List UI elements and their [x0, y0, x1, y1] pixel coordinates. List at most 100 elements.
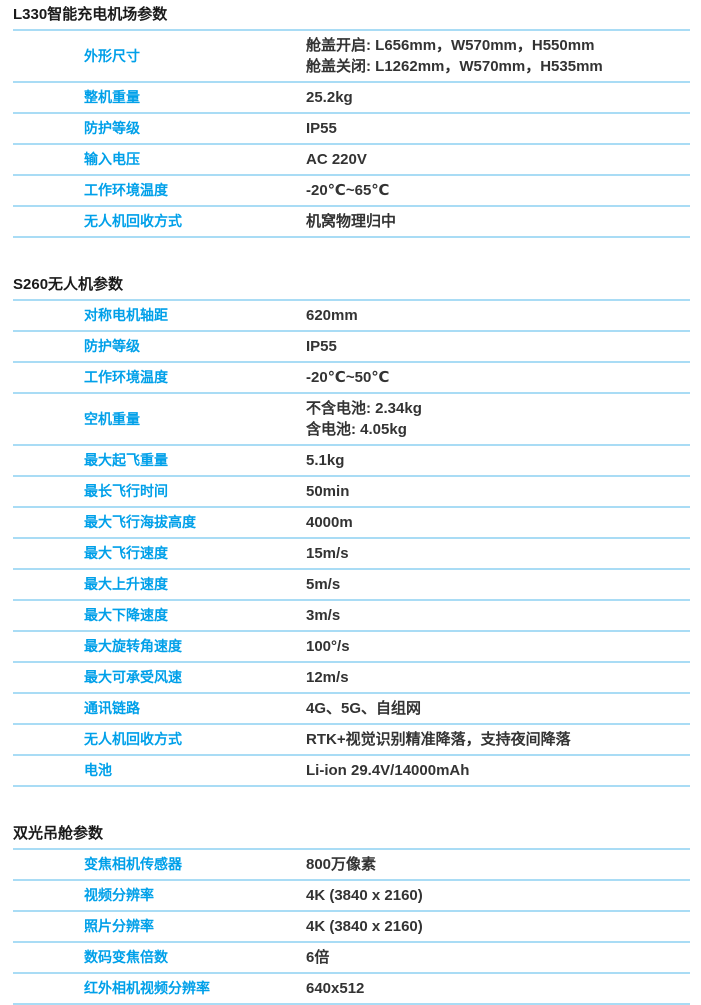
value-line: 640x512 — [306, 980, 365, 997]
value-line: IP55 — [306, 338, 337, 355]
section-title: 双光吊舱参数 — [13, 825, 104, 842]
spec-row: 红外相机视频分辨率 640x512 — [13, 974, 690, 1005]
row-value: -20℃~50℃ — [306, 367, 690, 388]
row-label: 最长飞行时间 — [84, 483, 168, 499]
section-rows: 变焦相机传感器 800万像素 视频分辨率 4K (3840 x 2160) 照片… — [13, 848, 690, 1005]
value-line: 不含电池: 2.34kg — [306, 400, 422, 417]
spec-row: 变焦相机传感器 800万像素 — [13, 850, 690, 881]
spec-row: 最大飞行速度 15m/s — [13, 539, 690, 570]
value-line: 4K (3840 x 2160) — [306, 887, 423, 904]
row-value: 3m/s — [306, 605, 690, 626]
value-line: 4000m — [306, 514, 353, 531]
row-value: 4G、5G、自组网 — [306, 698, 690, 719]
spec-row: 无人机回收方式 机窝物理归中 — [13, 207, 690, 238]
value-line: 100°/s — [306, 638, 350, 655]
row-value: 5.1kg — [306, 450, 690, 471]
row-label: 电池 — [84, 762, 112, 778]
value-line: 15m/s — [306, 545, 349, 562]
value-line: IP55 — [306, 120, 337, 137]
spec-row: 最大上升速度 5m/s — [13, 570, 690, 601]
row-label: 最大飞行海拔高度 — [84, 514, 196, 530]
value-line: 舱盖关闭: L1262mm，W570mm，H535mm — [306, 58, 603, 75]
row-value: 6倍 — [306, 947, 690, 968]
section-rows: 对称电机轴距 620mm 防护等级 IP55 工作环境温度 -20℃~50℃ 空… — [13, 299, 690, 787]
row-value: 100°/s — [306, 636, 690, 657]
spec-row: 照片分辨率 4K (3840 x 2160) — [13, 912, 690, 943]
spec-section: 双光吊舱参数 变焦相机传感器 800万像素 视频分辨率 4K (3840 x 2… — [13, 825, 690, 1005]
row-label: 最大可承受风速 — [84, 669, 182, 685]
value-line: RTK+视觉识别精准降落，支持夜间降落 — [306, 731, 571, 748]
row-label: 空机重量 — [84, 410, 140, 427]
row-value: 5m/s — [306, 574, 690, 595]
spec-row: 对称电机轴距 620mm — [13, 301, 690, 332]
section-title: L330智能充电机场参数 — [13, 6, 168, 23]
row-label: 工作环境温度 — [84, 182, 168, 198]
value-line: -20℃~65℃ — [306, 182, 390, 199]
spec-row: 最大旋转角速度 100°/s — [13, 632, 690, 663]
spec-row: 防护等级 IP55 — [13, 114, 690, 145]
row-label: 视频分辨率 — [84, 887, 154, 903]
spec-row: 工作环境温度 -20℃~50℃ — [13, 363, 690, 394]
spec-row: 空机重量 不含电池: 2.34kg 含电池: 4.05kg — [13, 394, 690, 446]
row-label: 红外相机视频分辨率 — [84, 980, 210, 996]
value-line: 25.2kg — [306, 89, 353, 106]
row-label: 最大起飞重量 — [84, 452, 168, 468]
row-label: 最大飞行速度 — [84, 545, 168, 561]
row-value: 不含电池: 2.34kg 含电池: 4.05kg — [306, 398, 690, 440]
row-value: 机窝物理归中 — [306, 211, 690, 232]
value-line: 含电池: 4.05kg — [306, 421, 407, 438]
row-label: 输入电压 — [84, 151, 140, 167]
value-line: 机窝物理归中 — [306, 213, 397, 230]
row-value: 12m/s — [306, 667, 690, 688]
row-label: 防护等级 — [84, 338, 140, 354]
row-value: 4000m — [306, 512, 690, 533]
spec-row: 电池 Li-ion 29.4V/14000mAh — [13, 756, 690, 787]
spec-row: 数码变焦倍数 6倍 — [13, 943, 690, 974]
spec-row: 视频分辨率 4K (3840 x 2160) — [13, 881, 690, 912]
value-line: 800万像素 — [306, 856, 377, 873]
row-label: 外形尺寸 — [84, 47, 140, 64]
row-value: 50min — [306, 481, 690, 502]
row-label: 对称电机轴距 — [84, 307, 168, 323]
row-label: 无人机回收方式 — [84, 731, 182, 747]
spec-row: 最大下降速度 3m/s — [13, 601, 690, 632]
row-value: 800万像素 — [306, 854, 690, 875]
row-label: 变焦相机传感器 — [84, 856, 182, 872]
spec-row: 最大可承受风速 12m/s — [13, 663, 690, 694]
row-label: 无人机回收方式 — [84, 213, 182, 229]
row-label: 最大下降速度 — [84, 607, 168, 623]
spec-row: 输入电压 AC 220V — [13, 145, 690, 176]
row-label: 数码变焦倍数 — [84, 949, 168, 965]
value-line: 5.1kg — [306, 452, 345, 469]
value-line: 50min — [306, 483, 350, 500]
row-value: 620mm — [306, 305, 690, 326]
row-value: 640x512 — [306, 978, 690, 999]
row-value: -20℃~65℃ — [306, 180, 690, 201]
row-value: RTK+视觉识别精准降落，支持夜间降落 — [306, 729, 690, 750]
value-line: AC 220V — [306, 151, 367, 168]
value-line: 4G、5G、自组网 — [306, 700, 422, 717]
row-label: 整机重量 — [84, 89, 140, 105]
spec-row: 通讯链路 4G、5G、自组网 — [13, 694, 690, 725]
row-label: 通讯链路 — [84, 700, 140, 716]
value-line: 3m/s — [306, 607, 341, 624]
row-label: 最大上升速度 — [84, 576, 168, 592]
spec-row: 最大起飞重量 5.1kg — [13, 446, 690, 477]
row-value: 4K (3840 x 2160) — [306, 885, 690, 906]
row-label: 照片分辨率 — [84, 918, 154, 934]
value-line: 5m/s — [306, 576, 341, 593]
row-label: 工作环境温度 — [84, 369, 168, 385]
spec-row: 最大飞行海拔高度 4000m — [13, 508, 690, 539]
row-value: 4K (3840 x 2160) — [306, 916, 690, 937]
value-line: 12m/s — [306, 669, 349, 686]
row-value: Li-ion 29.4V/14000mAh — [306, 760, 690, 781]
value-line: 舱盖开启: L656mm，W570mm，H550mm — [306, 37, 595, 54]
spec-row: 整机重量 25.2kg — [13, 83, 690, 114]
value-line: Li-ion 29.4V/14000mAh — [306, 762, 470, 779]
spec-row: 工作环境温度 -20℃~65℃ — [13, 176, 690, 207]
spec-row: 防护等级 IP55 — [13, 332, 690, 363]
row-value: 25.2kg — [306, 87, 690, 108]
value-line: 4K (3840 x 2160) — [306, 918, 423, 935]
row-value: AC 220V — [306, 149, 690, 170]
spec-section: S260无人机参数 对称电机轴距 620mm 防护等级 IP55 工作环境温度 … — [13, 276, 690, 787]
